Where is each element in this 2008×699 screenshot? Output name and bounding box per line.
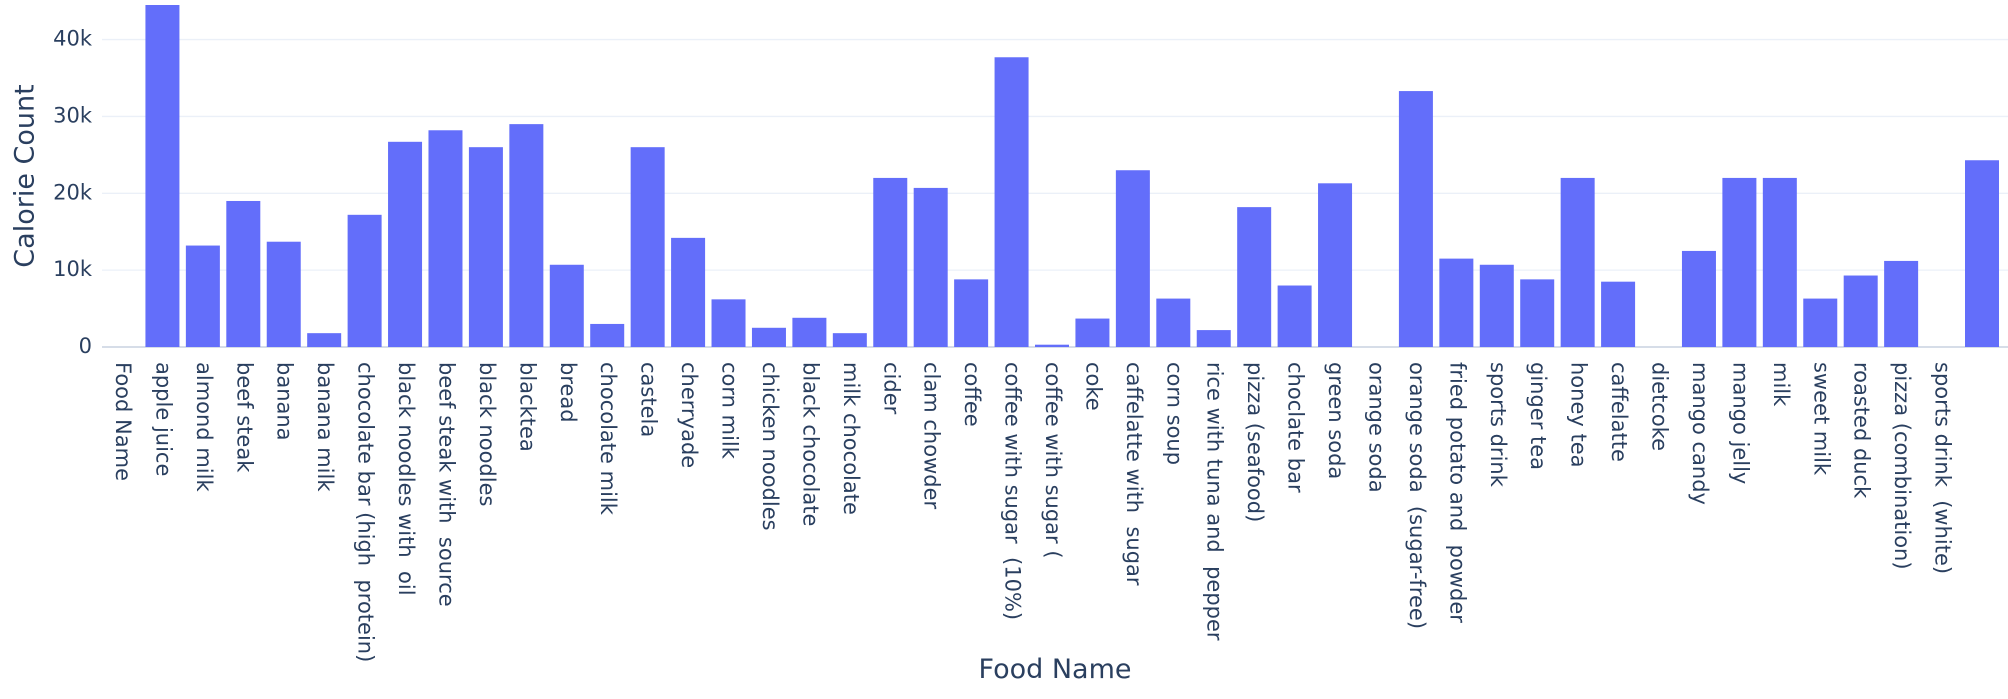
x-tick-label: pizza (seafood) [1243,362,1267,522]
x-tick-label: honey tea [1567,362,1591,468]
x-tick-label: cider [879,362,903,415]
bar [347,214,382,347]
bar [1681,250,1716,347]
x-tick-label: cherryade [677,362,701,468]
x-tick-label: green soda [1324,362,1348,479]
x-tick-label: sports drink (white) [1931,362,1955,574]
x-tick-label: banana [273,362,297,441]
x-tick-label: rice with tuna and pepper [1203,362,1227,641]
bar [1479,264,1514,347]
bar [994,57,1029,347]
bar [1520,279,1555,347]
bar [1843,275,1878,347]
x-tick-label: caffelatte with sugar [1122,362,1146,586]
bar [590,323,625,347]
bar [954,279,989,347]
bar [1560,177,1595,347]
bar [1762,177,1797,347]
x-tick-label: roasted duck [1850,362,1874,499]
x-tick-label: corn soup [1162,362,1186,465]
bar [1965,160,1999,347]
bar [671,237,706,347]
x-tick-label: coke [1081,362,1105,411]
bar [1075,318,1110,347]
bar [509,124,544,347]
bar [873,177,908,347]
bar [1237,207,1272,347]
x-tick-label: coffee [960,362,984,427]
x-tick-label: orange soda (sugar-free) [1405,362,1429,629]
x-tick-label: fried potato and powder [1445,362,1469,623]
x-tick-label: chicken noodles [758,362,782,531]
bar [751,327,786,347]
x-tick-label: bread [556,362,580,423]
y-tick-label: 40k [53,27,93,51]
bar [1803,298,1838,347]
x-tick-label: pizza (combination) [1890,362,1914,570]
bar [1156,298,1191,347]
x-tick-label: sweet milk [1809,362,1833,476]
x-tick-label: orange soda [1364,362,1388,493]
bar [1277,285,1312,347]
bar [913,187,948,347]
bar [388,141,423,347]
y-tick-label: 10k [53,257,93,281]
bar [1035,344,1069,347]
bar [145,5,180,347]
x-tick-label: chocolate milk [596,362,620,516]
bar [307,333,342,347]
x-tick-label: almond milk [192,362,216,492]
x-tick-label: milk chocolate [839,362,863,515]
bar [792,317,827,347]
x-tick-label: banana milk [313,362,337,492]
bar [711,299,746,347]
x-tick-label: mango candy [1688,362,1712,505]
y-tick-label: 20k [53,180,93,204]
x-tick-label: choclate bar [1284,362,1308,493]
bar [832,333,867,347]
x-tick-label: black noodles with oil [394,362,418,596]
x-tick-label: milk [1769,362,1793,407]
bar [630,147,665,347]
x-tick-label: Food Name [111,362,135,481]
x-tick-label: beef steak with source [434,362,458,607]
bar [1722,177,1757,347]
x-tick-label: black noodles [475,362,499,506]
bar [185,245,220,347]
x-tick-label: clam chowder [920,362,944,510]
bar [1196,330,1231,347]
bar [428,130,463,347]
y-tick-label: 0 [79,334,92,358]
bar [1398,91,1433,347]
bar [549,264,584,347]
bar [266,241,301,347]
y-axis-title: Calorie Count [10,84,41,267]
x-tick-label: castela [637,362,661,437]
bar [1884,260,1919,347]
x-tick-label: corn milk [718,362,742,460]
bar [468,147,503,347]
x-tick-label: dietcoke [1648,362,1672,451]
bar [1318,183,1353,347]
x-axis-title: Food Name [979,654,1132,685]
bar [1601,281,1636,347]
x-tick-label: beef steak [232,362,256,473]
bar [1115,170,1150,347]
x-tick-label: apple juice [151,362,175,476]
x-tick-label: black chocolate [798,362,822,526]
x-tick-label: blacktea [515,362,539,452]
x-tick-label: coffee with sugar (10%) [1001,362,1025,620]
bar [1439,258,1474,347]
x-tick-label: coffee with sugar ( [1041,362,1065,559]
x-tick-label: mango jelly [1728,362,1752,484]
y-tick-label: 30k [53,103,93,127]
x-tick-label: sports drink [1486,362,1510,488]
x-tick-label: ginger tea [1526,362,1550,470]
bar [226,200,261,347]
x-tick-label: caffelatte [1607,362,1631,462]
x-tick-label: chocolate bar (high protein) [354,362,378,662]
